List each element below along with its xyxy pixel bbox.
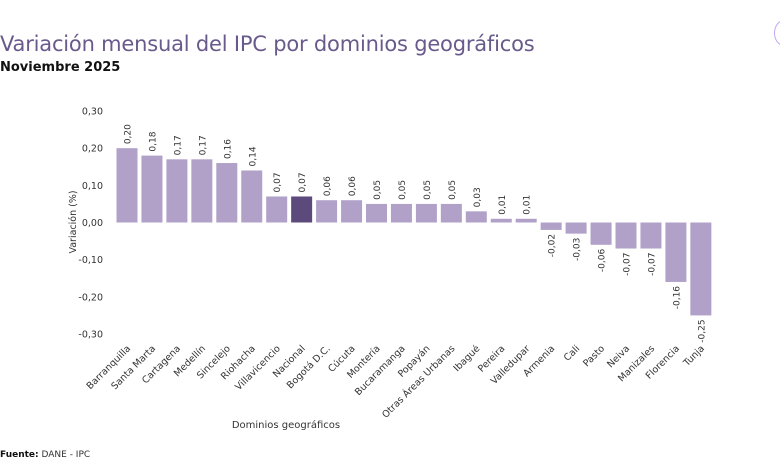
data-label: -0,02	[548, 234, 558, 257]
data-label: 0,05	[398, 180, 408, 200]
data-label: 0,17	[198, 135, 208, 155]
bar	[590, 222, 612, 245]
bar	[166, 159, 188, 223]
bar	[690, 222, 712, 316]
data-label: 0,06	[323, 176, 333, 196]
data-labels: 0,20 0,18 0,17 0,17 0,16 0,14 0,07 0,07 0,06 0,06…	[124, 124, 708, 343]
y-tick-label: 0,00	[82, 218, 103, 229]
data-label: -0,07	[623, 253, 633, 276]
x-axis-title: Dominios geográficos	[232, 419, 340, 431]
bar	[191, 159, 213, 223]
y-tick-label: 0,10	[82, 181, 103, 192]
data-label: 0,06	[348, 176, 358, 196]
bar	[415, 203, 437, 223]
data-label: 0,01	[523, 195, 533, 215]
bar	[366, 203, 387, 223]
data-label: 0,07	[298, 172, 308, 192]
data-label: -0,06	[598, 249, 608, 273]
bar	[615, 222, 637, 249]
bar	[216, 163, 238, 223]
x-tick-label: Tunja	[681, 343, 707, 369]
data-label: 0,05	[448, 180, 458, 200]
data-label: -0,25	[697, 319, 707, 342]
bar	[440, 203, 462, 223]
x-tick-label: Pasto	[581, 343, 607, 369]
source-value: DANE - IPC	[38, 450, 91, 460]
bar	[515, 218, 537, 223]
data-label: 0,14	[248, 146, 258, 166]
data-label: 0,18	[148, 131, 158, 151]
bar	[341, 200, 363, 223]
bar	[291, 196, 313, 223]
bar	[116, 148, 138, 223]
source-label: Fuente:	[0, 450, 39, 460]
source-note: Fuente: DANE - IPC	[0, 450, 90, 460]
y-tick-label: 0,20	[82, 144, 103, 155]
bar	[390, 203, 412, 223]
bar	[241, 170, 263, 223]
data-label: -0,03	[573, 238, 583, 261]
bar	[266, 196, 288, 223]
data-label: 0,03	[473, 187, 483, 207]
y-tick-label: -0,30	[78, 330, 103, 341]
data-label: 0,05	[373, 180, 383, 200]
chart-title: Variación mensual del IPC por dominios g…	[0, 32, 535, 56]
x-tick-label: Cali	[562, 343, 582, 363]
y-tick-label: -0,20	[78, 292, 103, 303]
bar	[565, 222, 587, 234]
bar	[490, 218, 512, 223]
y-axis: 0,30 0,20 0,10 0,00 -0,10 -0,20 -0,30	[78, 107, 103, 341]
chart-subtitle: Noviembre 2025	[0, 60, 121, 75]
data-label: 0,05	[423, 180, 433, 200]
data-label: -0,16	[672, 286, 682, 310]
data-label: 0,20	[124, 124, 134, 144]
data-label: 0,01	[498, 195, 508, 215]
bar	[540, 222, 562, 230]
bar	[665, 222, 687, 282]
y-axis-title: Variación (%)	[68, 190, 79, 253]
bar	[465, 211, 487, 223]
bar	[141, 155, 163, 223]
bar	[640, 222, 662, 249]
y-tick-label: 0,30	[82, 107, 103, 118]
bars	[116, 148, 712, 316]
bar	[316, 200, 338, 223]
y-tick-label: -0,10	[78, 255, 103, 266]
data-label: 0,16	[223, 139, 233, 159]
data-label: -0,07	[647, 253, 657, 276]
data-label: 0,17	[173, 135, 183, 155]
data-label: 0,07	[273, 172, 283, 192]
